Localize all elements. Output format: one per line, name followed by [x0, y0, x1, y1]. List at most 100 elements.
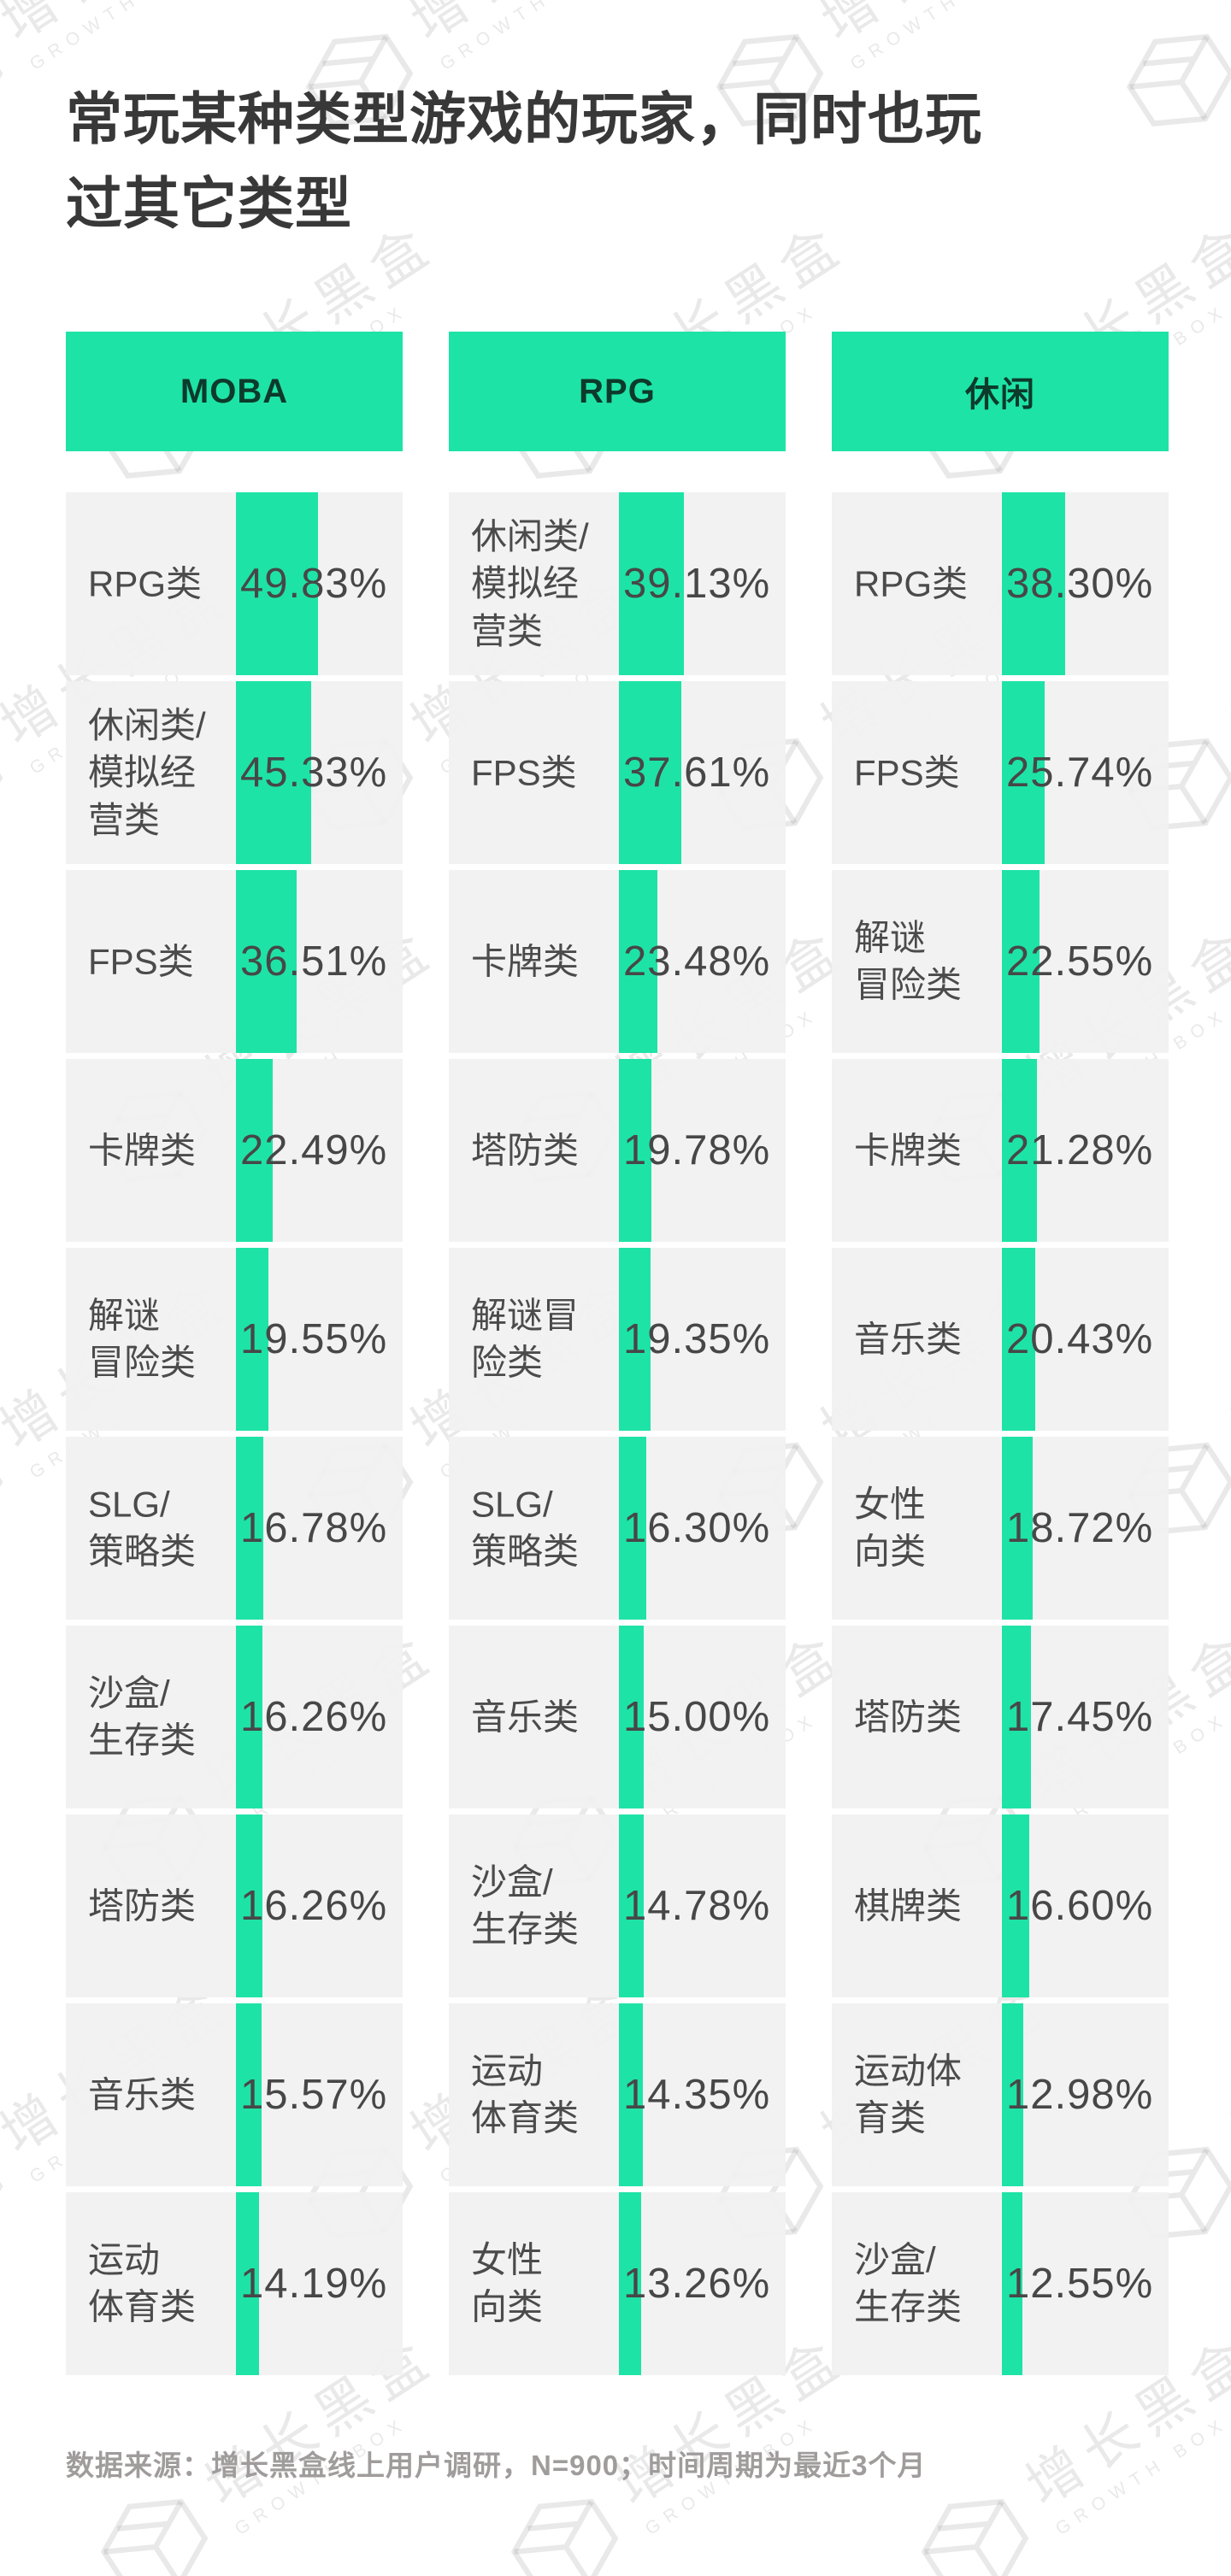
value-bar: [619, 1059, 652, 1242]
column-rows: 休闲类/ 模拟经 营类 39.13% FPS类 37.61% 卡牌类 23.48…: [449, 492, 786, 2375]
value-label: 39.13%: [623, 561, 771, 607]
category-row: 运动 体育类 14.35%: [449, 2003, 786, 2186]
category-row: 解谜 冒险类 19.55%: [66, 1248, 403, 1431]
value-label: 49.83%: [240, 561, 388, 607]
value-bar: [236, 2003, 262, 2186]
value-label: 16.26%: [240, 1883, 388, 1929]
column-header: MOBA: [66, 332, 403, 451]
category-label: 运动 体育类: [471, 2050, 580, 2138]
value-bar: [1002, 2003, 1024, 2186]
category-label: 运动 体育类: [88, 2239, 197, 2327]
category-row: RPG类 38.30%: [832, 492, 1169, 675]
category-label: 棋牌类: [854, 1885, 963, 1926]
category-row: FPS类 36.51%: [66, 870, 403, 1053]
value-label: 19.78%: [623, 1127, 771, 1173]
category-row: SLG/ 策略类 16.30%: [449, 1437, 786, 1620]
category-label: 音乐类: [471, 1697, 580, 1738]
value-label: 19.55%: [240, 1316, 388, 1362]
category-label: 解谜 冒险类: [854, 917, 963, 1005]
value-bar: [619, 1626, 644, 1808]
page-title: 常玩某种类型游戏的玩家，同时也玩 过其它类型: [66, 77, 982, 246]
category-label: FPS类: [854, 752, 960, 793]
category-row: SLG/ 策略类 16.78%: [66, 1437, 403, 1620]
category-label: RPG类: [88, 563, 203, 604]
value-label: 14.19%: [240, 2261, 388, 2307]
chart-column: RPG 休闲类/ 模拟经 营类 39.13% FPS类 37.61% 卡牌类 2…: [449, 332, 786, 2381]
value-label: 15.00%: [623, 1694, 771, 1740]
category-row: 女性 向类 13.26%: [449, 2192, 786, 2375]
chart-column: MOBA RPG类 49.83% 休闲类/ 模拟经 营类 45.33% FPS类…: [66, 332, 403, 2381]
value-bar: [236, 1059, 274, 1242]
category-label: 音乐类: [88, 2074, 197, 2115]
value-bar: [1002, 1626, 1031, 1808]
page-title-line1: 常玩某种类型游戏的玩家，同时也玩: [66, 87, 982, 150]
column-header-label: RPG: [579, 372, 656, 410]
value-label: 12.98%: [1006, 2072, 1154, 2118]
category-label: 沙盒/ 生存类: [88, 1673, 197, 1761]
category-row: 解谜 冒险类 22.55%: [832, 870, 1169, 1053]
data-source-note: 数据来源：增长黑盒线上用户调研，N=900；时间周期为最近3个月: [66, 2450, 927, 2481]
value-label: 21.28%: [1006, 1127, 1154, 1173]
value-bar: [1002, 681, 1045, 864]
value-bar: [1002, 1814, 1029, 1997]
value-bar: [1002, 1248, 1036, 1431]
value-label: 37.61%: [623, 750, 771, 796]
category-label: 塔防类: [471, 1130, 580, 1171]
category-label: 女性 向类: [854, 1484, 927, 1572]
category-row: 卡牌类 22.49%: [66, 1059, 403, 1242]
column-header-label: MOBA: [180, 372, 289, 410]
value-bar: [619, 2003, 643, 2186]
category-row: 运动 体育类 14.19%: [66, 2192, 403, 2375]
category-label: 卡牌类: [471, 941, 580, 982]
value-bar: [1002, 492, 1065, 675]
value-label: 36.51%: [240, 938, 388, 985]
value-label: 22.49%: [240, 1127, 388, 1173]
category-row: 塔防类 19.78%: [449, 1059, 786, 1242]
value-bar: [1002, 2192, 1023, 2375]
category-row: 运动体 育类 12.98%: [832, 2003, 1169, 2186]
category-row: 沙盒/ 生存类 12.55%: [832, 2192, 1169, 2375]
category-label: 运动体 育类: [854, 2050, 963, 2138]
category-label: 休闲类/ 模拟经 营类: [471, 515, 589, 651]
category-row: 音乐类 20.43%: [832, 1248, 1169, 1431]
value-bar: [236, 681, 311, 864]
value-label: 15.57%: [240, 2072, 388, 2118]
category-row: 休闲类/ 模拟经 营类 39.13%: [449, 492, 786, 675]
category-row: 音乐类 15.57%: [66, 2003, 403, 2186]
value-bar: [236, 1626, 263, 1808]
category-row: 卡牌类 21.28%: [832, 1059, 1169, 1242]
value-label: 14.35%: [623, 2072, 771, 2118]
category-row: 女性 向类 18.72%: [832, 1437, 1169, 1620]
value-label: 13.26%: [623, 2261, 771, 2307]
category-label: RPG类: [854, 563, 969, 604]
value-bar: [236, 492, 319, 675]
value-label: 12.55%: [1006, 2261, 1154, 2307]
category-label: 沙盒/ 生存类: [854, 2239, 963, 2327]
category-label: 卡牌类: [854, 1130, 963, 1171]
value-label: 45.33%: [240, 750, 388, 796]
value-bar: [236, 870, 297, 1053]
column-rows: RPG类 49.83% 休闲类/ 模拟经 营类 45.33% FPS类 36.5…: [66, 492, 403, 2375]
category-row: 塔防类 16.26%: [66, 1814, 403, 1997]
value-bar: [236, 1437, 264, 1620]
category-row: 沙盒/ 生存类 16.26%: [66, 1626, 403, 1808]
column-header: RPG: [449, 332, 786, 451]
category-row: 休闲类/ 模拟经 营类 45.33%: [66, 681, 403, 864]
value-label: 22.55%: [1006, 938, 1154, 985]
value-bar: [619, 870, 658, 1053]
category-label: 休闲类/ 模拟经 营类: [88, 704, 206, 840]
category-label: 卡牌类: [88, 1130, 197, 1171]
column-header: 休闲: [832, 332, 1169, 451]
value-label: 23.48%: [623, 938, 771, 985]
category-label: SLG/ 策略类: [471, 1484, 580, 1572]
value-bar: [619, 2192, 641, 2375]
category-row: 音乐类 15.00%: [449, 1626, 786, 1808]
category-label: 塔防类: [88, 1885, 197, 1926]
value-bar: [1002, 1437, 1034, 1620]
value-bar: [236, 1248, 268, 1431]
category-label: 沙盒/ 生存类: [471, 1861, 580, 1950]
category-row: RPG类 49.83%: [66, 492, 403, 675]
value-label: 38.30%: [1006, 561, 1154, 607]
value-label: 14.78%: [623, 1883, 771, 1929]
category-row: FPS类 25.74%: [832, 681, 1169, 864]
